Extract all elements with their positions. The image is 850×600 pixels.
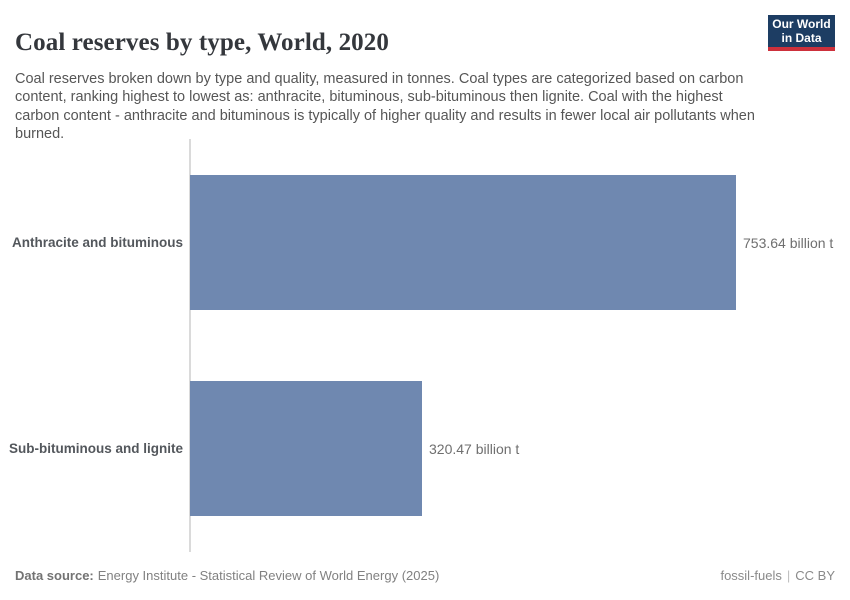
data-source-note: Data source: Energy Institute - Statistic… — [15, 568, 439, 583]
chart-footer: Data source: Energy Institute - Statistic… — [15, 568, 835, 583]
data-source-value: Energy Institute - Statistical Review of… — [97, 568, 440, 583]
bar-sub-bituminous-and-lignite[interactable] — [190, 381, 422, 516]
y-axis-line — [189, 139, 191, 552]
footer-separator: | — [786, 568, 791, 583]
value-label-anthracite-and-bituminous: 753.64 billion t — [743, 234, 834, 251]
chart-title: Coal reserves by type, World, 2020 — [15, 28, 389, 56]
chart-slug-link[interactable]: fossil-fuels — [720, 568, 782, 583]
bar-anthracite-and-bituminous[interactable] — [190, 175, 736, 310]
category-label-sub-bituminous-and-lignite: Sub-bituminous and lignite — [9, 441, 183, 456]
value-label-sub-bituminous-and-lignite: 320.47 billion t — [429, 440, 520, 457]
chart-subtitle: Coal reserves broken down by type and qu… — [15, 70, 755, 143]
owid-logo-line2: in Data — [781, 30, 822, 45]
data-source-label: Data source: — [15, 568, 94, 583]
category-label-anthracite-and-bituminous: Anthracite and bituminous — [11, 235, 183, 250]
license-link[interactable]: CC BY — [795, 568, 835, 583]
owid-logo[interactable]: Our World in Data — [768, 15, 835, 51]
owid-logo-line1: Our World — [772, 17, 831, 31]
footer-attribution: fossil-fuels | CC BY — [720, 568, 835, 583]
